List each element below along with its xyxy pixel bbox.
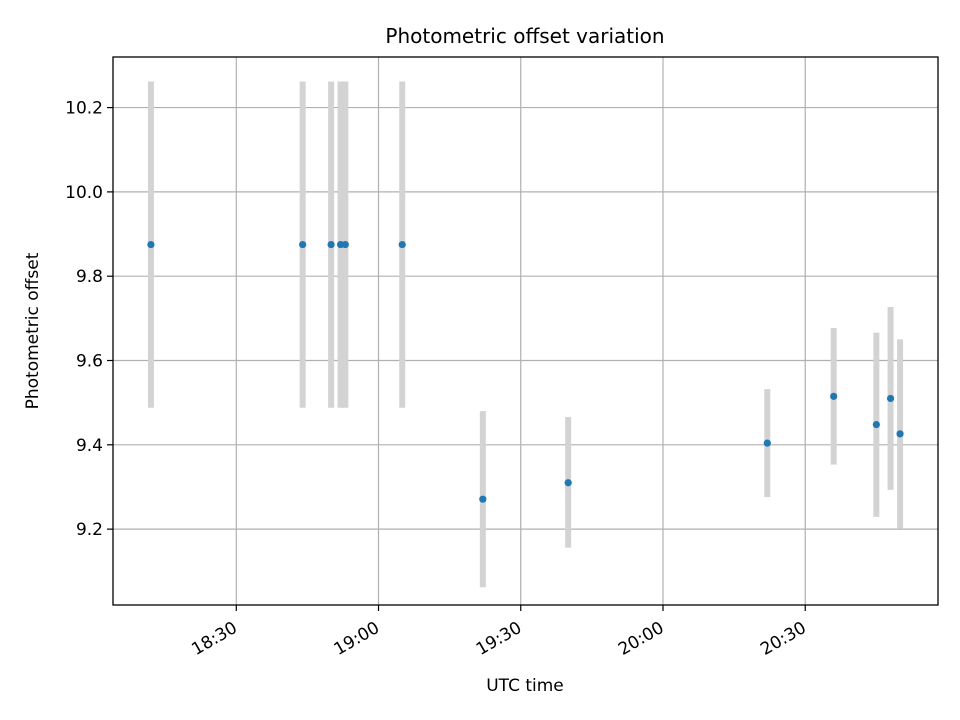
data-point xyxy=(398,240,406,249)
data-point xyxy=(830,392,838,400)
grid xyxy=(113,57,938,605)
x-axis-label: UTC time xyxy=(486,676,564,696)
y-axis-label: Photometric offset xyxy=(23,252,43,409)
chart-title: Photometric offset variation xyxy=(385,24,664,48)
data-point xyxy=(896,430,904,438)
data-point xyxy=(299,240,307,249)
y-tick-label: 9.6 xyxy=(76,352,103,372)
data-point xyxy=(147,240,155,249)
data-point xyxy=(886,394,895,403)
y-tick-label: 10.2 xyxy=(65,99,103,119)
data-point xyxy=(872,420,880,429)
y-tick-label: 9.8 xyxy=(76,267,103,287)
data-point xyxy=(479,495,487,503)
data-point xyxy=(327,240,335,249)
data-point xyxy=(564,479,572,487)
y-tick-label: 9.4 xyxy=(76,436,103,456)
data-points xyxy=(147,240,904,503)
y-axis: 9.2 9.4 9.6 9.8 10.0 10.2 xyxy=(65,99,113,540)
plot-frame xyxy=(112,56,939,606)
data-point xyxy=(341,240,349,249)
y-tick-label: 9.2 xyxy=(76,520,103,540)
y-tick-label: 10.0 xyxy=(65,183,103,203)
data-point xyxy=(763,439,771,447)
